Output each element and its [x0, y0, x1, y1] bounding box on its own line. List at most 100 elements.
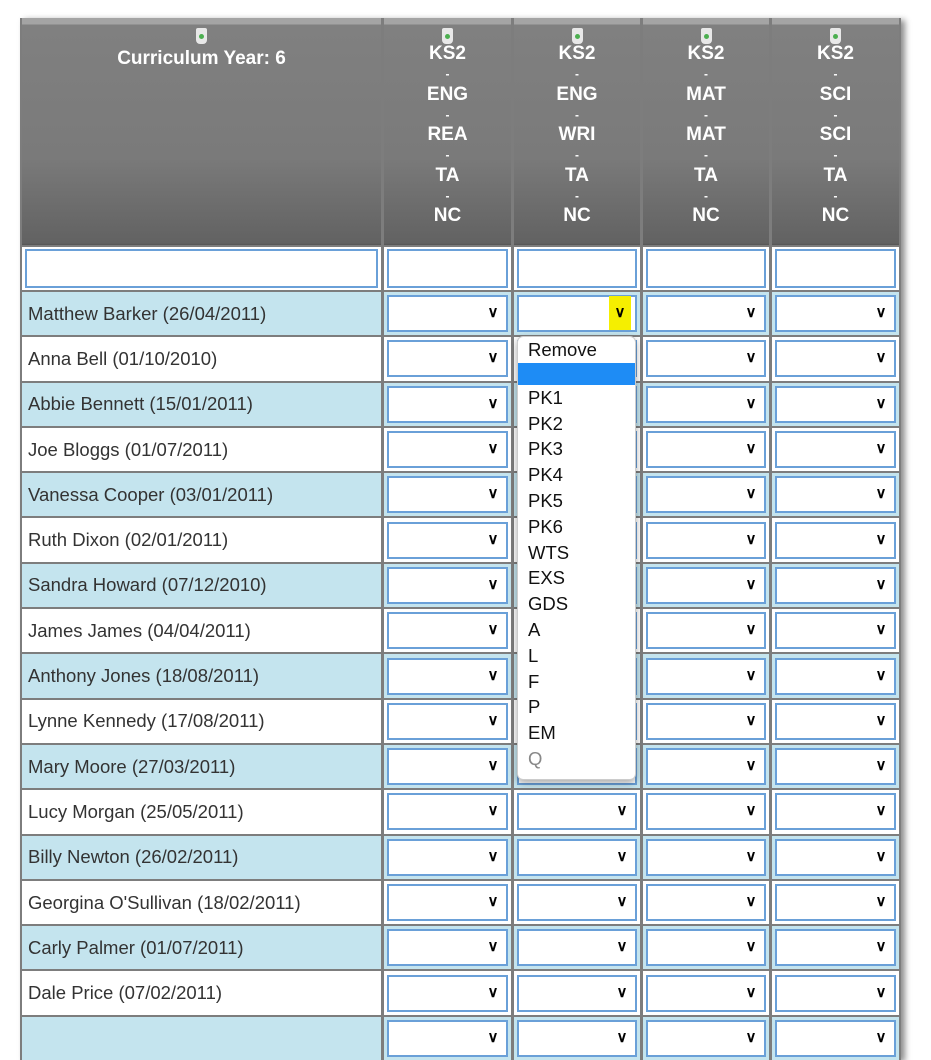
dropdown-option[interactable]: PK5: [528, 489, 563, 511]
grade-select[interactable]: ∨: [775, 340, 896, 378]
grade-select[interactable]: ∨: [387, 431, 508, 469]
grade-select[interactable]: ∨: [387, 702, 508, 740]
grade-select[interactable]: ∨: [387, 295, 508, 333]
chevron-down-icon[interactable]: ∨: [487, 440, 499, 458]
chevron-down-icon[interactable]: ∨: [745, 349, 757, 367]
grade-select[interactable]: ∨: [387, 748, 508, 786]
chevron-down-icon[interactable]: ∨: [745, 575, 757, 593]
chevron-down-icon[interactable]: ∨: [487, 530, 499, 548]
grade-select[interactable]: ∨: [775, 929, 896, 967]
chevron-down-icon[interactable]: ∨: [875, 757, 887, 775]
grade-select[interactable]: ∨: [646, 385, 766, 423]
grade-select[interactable]: ∨: [646, 521, 766, 559]
grade-select[interactable]: ∨: [517, 838, 637, 876]
dropdown-option[interactable]: A: [528, 618, 541, 640]
chevron-down-icon[interactable]: ∨: [487, 394, 499, 412]
dropdown-option[interactable]: PK4: [528, 464, 563, 486]
column-filter-input[interactable]: [387, 249, 508, 288]
dropdown-option[interactable]: WTS: [528, 541, 570, 563]
chevron-down-icon[interactable]: ∨: [875, 304, 887, 322]
chevron-down-icon[interactable]: ∨: [616, 847, 628, 865]
chevron-down-icon[interactable]: ∨: [487, 575, 499, 593]
dropdown-option[interactable]: F: [528, 670, 540, 692]
grade-select[interactable]: ∨: [646, 657, 766, 695]
chevron-down-icon[interactable]: ∨: [875, 1028, 887, 1046]
chevron-down-icon[interactable]: ∨: [616, 893, 628, 910]
grade-select[interactable]: ∨: [646, 566, 766, 604]
chevron-down-icon[interactable]: ∨: [609, 296, 631, 331]
dropdown-option[interactable]: EXS: [528, 567, 566, 589]
chevron-down-icon[interactable]: ∨: [875, 938, 887, 956]
chevron-down-icon[interactable]: ∨: [745, 711, 757, 729]
grade-select[interactable]: ∨: [517, 929, 637, 967]
grade-select[interactable]: ∨: [775, 612, 896, 650]
chevron-down-icon[interactable]: ∨: [616, 1028, 628, 1046]
grade-select[interactable]: ∨: [387, 974, 508, 1012]
chevron-down-icon[interactable]: ∨: [875, 666, 887, 684]
recycle-bin-icon[interactable]: [700, 28, 712, 44]
chevron-down-icon[interactable]: ∨: [745, 304, 757, 322]
grade-select[interactable]: ∨: [646, 1019, 766, 1057]
grade-select[interactable]: ∨: [517, 295, 637, 333]
chevron-down-icon[interactable]: ∨: [487, 802, 499, 820]
grade-select[interactable]: ∨: [387, 340, 508, 378]
column-filter-input[interactable]: [646, 249, 766, 288]
grade-select[interactable]: ∨: [517, 884, 637, 921]
grade-select[interactable]: ∨: [646, 612, 766, 650]
chevron-down-icon[interactable]: ∨: [875, 711, 887, 729]
grade-select[interactable]: ∨: [646, 476, 766, 514]
chevron-down-icon[interactable]: ∨: [745, 847, 757, 865]
chevron-down-icon[interactable]: ∨: [745, 440, 757, 458]
recycle-bin-icon[interactable]: [571, 28, 583, 44]
grade-select[interactable]: ∨: [387, 521, 508, 559]
grade-select[interactable]: ∨: [775, 793, 896, 831]
grade-select[interactable]: ∨: [775, 748, 896, 786]
grade-select[interactable]: ∨: [646, 702, 766, 740]
chevron-down-icon[interactable]: ∨: [616, 802, 628, 820]
grade-select[interactable]: ∨: [775, 566, 896, 604]
recycle-bin-icon[interactable]: [196, 28, 207, 44]
chevron-down-icon[interactable]: ∨: [745, 485, 757, 503]
grade-select[interactable]: ∨: [387, 566, 508, 604]
chevron-down-icon[interactable]: ∨: [745, 666, 757, 684]
grade-select[interactable]: ∨: [646, 748, 766, 786]
chevron-down-icon[interactable]: ∨: [745, 394, 757, 412]
chevron-down-icon[interactable]: ∨: [875, 485, 887, 503]
chevron-down-icon[interactable]: ∨: [875, 394, 887, 412]
chevron-down-icon[interactable]: ∨: [745, 983, 757, 1001]
grade-select[interactable]: ∨: [387, 884, 508, 921]
grade-select[interactable]: ∨: [646, 295, 766, 333]
grade-select[interactable]: ∨: [517, 793, 637, 831]
name-filter-input[interactable]: [25, 249, 378, 288]
grade-select[interactable]: ∨: [517, 974, 637, 1012]
grade-select[interactable]: ∨: [775, 431, 896, 469]
recycle-bin-icon[interactable]: [830, 28, 841, 44]
dropdown-option[interactable]: Q: [528, 747, 543, 769]
chevron-down-icon[interactable]: ∨: [487, 666, 499, 684]
chevron-down-icon[interactable]: ∨: [745, 802, 757, 820]
chevron-down-icon[interactable]: ∨: [745, 757, 757, 775]
grade-select[interactable]: ∨: [387, 476, 508, 514]
chevron-down-icon[interactable]: ∨: [875, 847, 887, 865]
recycle-bin-icon[interactable]: [442, 28, 453, 44]
grade-select[interactable]: ∨: [387, 838, 508, 876]
grade-select[interactable]: ∨: [646, 974, 766, 1012]
dropdown-option[interactable]: EM: [528, 722, 556, 744]
chevron-down-icon[interactable]: ∨: [875, 893, 887, 910]
grade-select[interactable]: ∨: [646, 884, 766, 921]
grade-select[interactable]: ∨: [387, 793, 508, 831]
grade-select[interactable]: ∨: [775, 702, 896, 740]
chevron-down-icon[interactable]: ∨: [487, 485, 499, 503]
grade-select[interactable]: ∨: [646, 793, 766, 831]
grade-select[interactable]: ∨: [775, 657, 896, 695]
chevron-down-icon[interactable]: ∨: [487, 757, 499, 775]
chevron-down-icon[interactable]: ∨: [745, 938, 757, 956]
grade-select[interactable]: ∨: [775, 838, 896, 876]
chevron-down-icon[interactable]: ∨: [487, 304, 499, 322]
dropdown-option[interactable]: PK6: [528, 515, 563, 537]
dropdown-option[interactable]: L: [528, 644, 539, 666]
chevron-down-icon[interactable]: ∨: [745, 530, 757, 548]
grade-select[interactable]: ∨: [775, 974, 896, 1012]
chevron-down-icon[interactable]: ∨: [487, 349, 499, 367]
chevron-down-icon[interactable]: ∨: [875, 530, 887, 548]
